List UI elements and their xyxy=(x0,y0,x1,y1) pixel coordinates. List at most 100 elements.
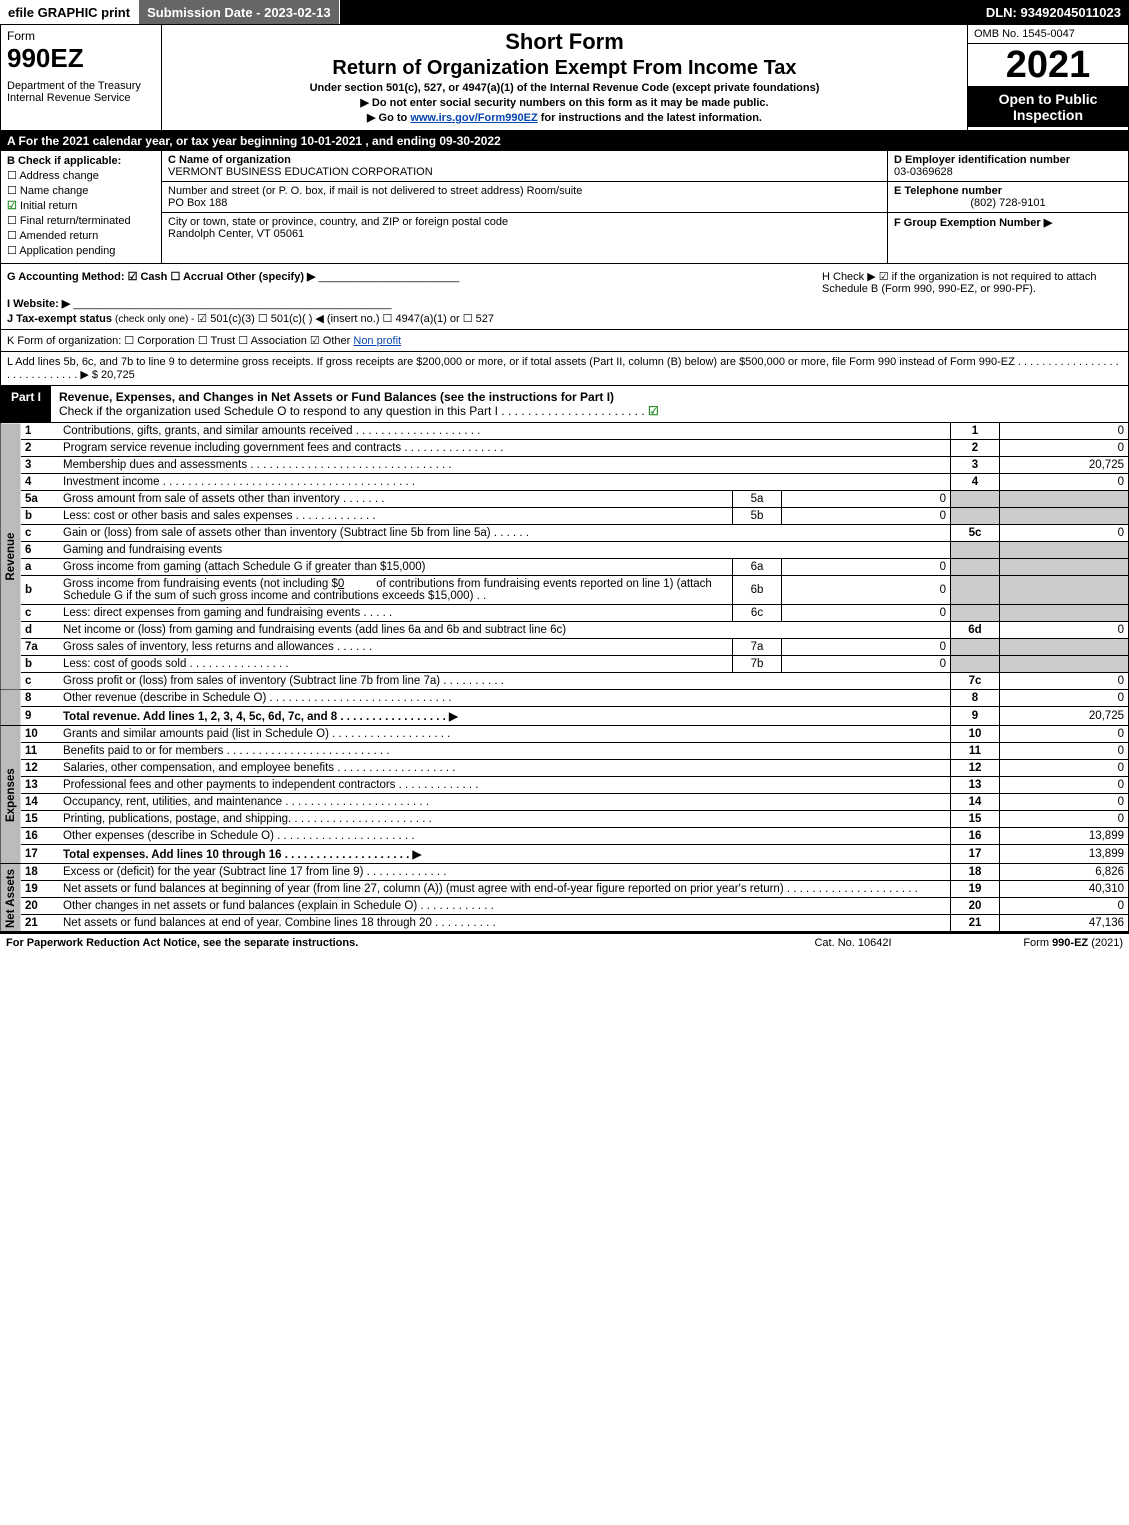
line-17-val: 13,899 xyxy=(1000,845,1129,864)
line-5a-desc: Gross amount from sale of assets other t… xyxy=(59,491,733,508)
line-12-val: 0 xyxy=(1000,760,1129,777)
line-5b-desc: Less: cost or other basis and sales expe… xyxy=(59,508,733,525)
ssn-warning: ▶ Do not enter social security numbers o… xyxy=(170,96,959,109)
line-7a-sub: 7a xyxy=(733,639,782,656)
line-6c-desc: Less: direct expenses from gaming and fu… xyxy=(59,605,733,622)
return-title: Return of Organization Exempt From Incom… xyxy=(170,57,959,80)
subtitle: Under section 501(c), 527, or 4947(a)(1)… xyxy=(170,82,959,94)
line-7c-box: 7c xyxy=(951,673,1000,690)
j-small: (check only one) - xyxy=(115,314,197,325)
line-6b-gray xyxy=(951,576,1000,605)
chk-application-pending[interactable]: ☐ Application pending xyxy=(7,244,155,257)
chk-final-return[interactable]: ☐ Final return/terminated xyxy=(7,214,155,227)
efile-print[interactable]: efile GRAPHIC print xyxy=(0,0,139,24)
website-label: I Website: ▶ xyxy=(7,298,70,310)
k-nonprofit-link[interactable]: Non profit xyxy=(353,335,401,347)
line-5a-num: 5a xyxy=(21,491,59,508)
line-5a-sub: 5a xyxy=(733,491,782,508)
accounting-blank[interactable]: _______________________ xyxy=(319,271,460,283)
l-row: L Add lines 5b, 6c, and 7b to line 9 to … xyxy=(0,352,1129,386)
line-17-num: 17 xyxy=(21,845,59,864)
line-6d-val: 0 xyxy=(1000,622,1129,639)
addr-label: Number and street (or P. O. box, if mail… xyxy=(168,185,881,197)
line-6a-sub: 6a xyxy=(733,559,782,576)
line-18-desc: Excess or (deficit) for the year (Subtra… xyxy=(59,864,951,881)
line-6d-desc: Net income or (loss) from gaming and fun… xyxy=(59,622,951,639)
form-title-block: Short Form Return of Organization Exempt… xyxy=(162,25,967,130)
line-6b-sv: 0 xyxy=(782,576,951,605)
line-9-num: 9 xyxy=(21,707,59,726)
netassets-side-label: Net Assets xyxy=(1,864,22,932)
irs-link[interactable]: www.irs.gov/Form990EZ xyxy=(410,112,537,124)
chk-initial-return[interactable]: ☑ Initial return xyxy=(7,199,155,212)
form-word: Form xyxy=(7,29,155,43)
line-5a-gray2 xyxy=(1000,491,1129,508)
line-15-val: 0 xyxy=(1000,811,1129,828)
line-7b-desc: Less: cost of goods sold . . . . . . . .… xyxy=(59,656,733,673)
line-12-num: 12 xyxy=(21,760,59,777)
line-7b-sv: 0 xyxy=(782,656,951,673)
line-5a-gray xyxy=(951,491,1000,508)
line-10-box: 10 xyxy=(951,726,1000,743)
chk-name-change[interactable]: ☐ Name change xyxy=(7,184,155,197)
line-10-val: 0 xyxy=(1000,726,1129,743)
line-13-val: 0 xyxy=(1000,777,1129,794)
topbar: efile GRAPHIC print Submission Date - 20… xyxy=(0,0,1129,24)
line-2-num: 2 xyxy=(21,440,59,457)
submission-date: Submission Date - 2023-02-13 xyxy=(139,0,340,24)
line-6b-sub: 6b xyxy=(733,576,782,605)
website-blank[interactable]: ________________________________________… xyxy=(73,298,391,310)
line-14-val: 0 xyxy=(1000,794,1129,811)
line-6c-sub: 6c xyxy=(733,605,782,622)
line-6d-box: 6d xyxy=(951,622,1000,639)
line-6d-num: d xyxy=(21,622,59,639)
line-5a-sv: 0 xyxy=(782,491,951,508)
part1-header: Part I Revenue, Expenses, and Changes in… xyxy=(0,386,1129,423)
section-b-label: B Check if applicable: xyxy=(7,155,155,167)
inspection-line2: Inspection xyxy=(972,107,1124,123)
line-5c-desc: Gain or (loss) from sale of assets other… xyxy=(59,525,951,542)
line-1-num: 1 xyxy=(21,423,59,440)
line-14-desc: Occupancy, rent, utilities, and maintena… xyxy=(59,794,951,811)
line-10-desc: Grants and similar amounts paid (list in… xyxy=(59,726,951,743)
chk-address-change[interactable]: ☐ Address change xyxy=(7,169,155,182)
line-13-desc: Professional fees and other payments to … xyxy=(59,777,951,794)
line-6c-num: c xyxy=(21,605,59,622)
sched-o-note: Check if the organization used Schedule … xyxy=(59,404,645,418)
short-form-title: Short Form xyxy=(170,29,959,55)
k-pre: K Form of organization: ☐ Corporation ☐ … xyxy=(7,335,353,347)
line-5c-num: c xyxy=(21,525,59,542)
line-4-box: 4 xyxy=(951,474,1000,491)
line-6c-gray2 xyxy=(1000,605,1129,622)
line-11-box: 11 xyxy=(951,743,1000,760)
line-6a-gray xyxy=(951,559,1000,576)
line-19-box: 19 xyxy=(951,881,1000,898)
part1-label: Part I xyxy=(1,386,51,422)
line-11-val: 0 xyxy=(1000,743,1129,760)
line-1-val: 0 xyxy=(1000,423,1129,440)
footer: For Paperwork Reduction Act Notice, see … xyxy=(0,932,1129,952)
line-6-num: 6 xyxy=(21,542,59,559)
line-6a-num: a xyxy=(21,559,59,576)
line-16-desc: Other expenses (describe in Schedule O) … xyxy=(59,828,951,845)
org-info-block: B Check if applicable: ☐ Address change … xyxy=(0,151,1129,264)
addr: PO Box 188 xyxy=(168,197,881,209)
line-8-val: 0 xyxy=(1000,690,1129,707)
footer-center: Cat. No. 10642I xyxy=(763,937,943,949)
line-7b-num: b xyxy=(21,656,59,673)
topbar-spacer xyxy=(340,0,978,24)
line-18-box: 18 xyxy=(951,864,1000,881)
part1-title: Revenue, Expenses, and Changes in Net As… xyxy=(51,386,1128,422)
h-check: H Check ▶ ☑ if the organization is not r… xyxy=(822,270,1122,295)
j-rest: ☑ 501(c)(3) ☐ 501(c)( ) ◀ (insert no.) ☐… xyxy=(197,313,494,325)
chk-amended-return[interactable]: ☐ Amended return xyxy=(7,229,155,242)
line-17-box: 17 xyxy=(951,845,1000,864)
line-19-desc: Net assets or fund balances at beginning… xyxy=(59,881,951,898)
revenue-side-label: Revenue xyxy=(1,423,22,690)
accounting-method: G Accounting Method: ☑ Cash ☐ Accrual Ot… xyxy=(7,271,316,283)
line-20-box: 20 xyxy=(951,898,1000,915)
line-13-num: 13 xyxy=(21,777,59,794)
line-8-desc: Other revenue (describe in Schedule O) .… xyxy=(59,690,951,707)
form-header: Form 990EZ Department of the Treasury In… xyxy=(0,24,1129,131)
line-12-box: 12 xyxy=(951,760,1000,777)
